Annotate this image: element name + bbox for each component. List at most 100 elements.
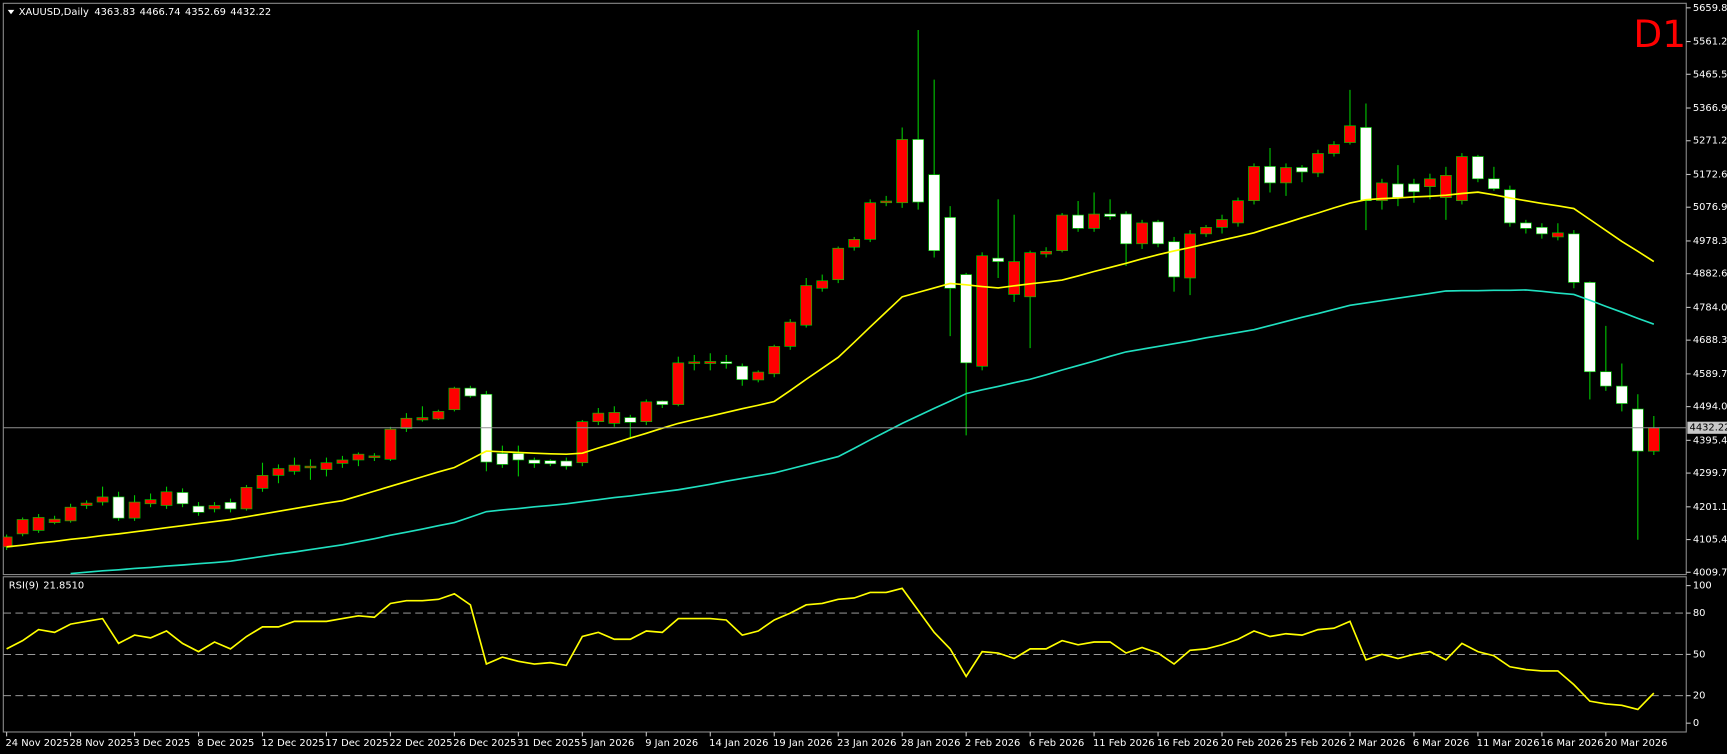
candle-body [208, 505, 221, 510]
candle-body [848, 239, 861, 248]
candle-body [240, 487, 253, 510]
candle-body [784, 321, 797, 347]
pane-marks [3, 29, 1660, 575]
candle-body [448, 387, 461, 411]
candle-body [1472, 156, 1484, 180]
candle-body [1184, 233, 1196, 279]
chart-header: XAUUSD,Daily 4363.83 4466.74 4352.69 4432.22 [19, 7, 272, 18]
candle-body [1520, 222, 1532, 229]
candle-body [160, 491, 173, 506]
candle-body [1376, 182, 1388, 202]
candle-body [1504, 189, 1516, 224]
y-tick-label: 4395.40 [1693, 435, 1727, 446]
candle-body [1120, 213, 1132, 245]
rsi-title: RSI(9) [9, 581, 39, 592]
timeframe: D1 [1633, 12, 1686, 56]
candle-body [352, 453, 365, 461]
candle-body [496, 453, 509, 465]
high: 4466.74 [140, 7, 181, 18]
candle-body [1552, 232, 1564, 238]
candle-body [640, 401, 653, 423]
x-tick-label: 17 Dec 2025 [325, 738, 388, 749]
y-tick-label: 4494.00 [1693, 402, 1727, 413]
candle-body [976, 255, 988, 367]
candle-body [1168, 241, 1180, 278]
y-tick-label: 4009.70 [1693, 567, 1727, 578]
candle-body [1296, 167, 1308, 173]
candle-body [688, 361, 701, 364]
candle-body [1008, 261, 1020, 295]
y-tick-label: 5659.80 [1693, 3, 1727, 14]
candle-body [400, 417, 413, 429]
candle-body [1216, 219, 1228, 228]
x-tick-label: 9 Jan 2026 [645, 738, 698, 749]
rsi-header: RSI(9) 21.8510 [9, 581, 84, 592]
candle-body [1088, 213, 1100, 229]
candle-body [464, 387, 477, 397]
x-tick-label: 8 Dec 2025 [197, 738, 254, 749]
candle-body [960, 274, 972, 364]
candle-body [672, 362, 685, 405]
candle-body [944, 217, 956, 289]
y-tick-label: 5271.20 [1693, 136, 1727, 147]
candle-body [1616, 385, 1628, 404]
low: 4352.69 [185, 7, 226, 18]
candle-body [896, 139, 909, 204]
candle-body [112, 496, 125, 519]
price-pane [2, 2, 1687, 576]
y-tick-label: 4105.40 [1693, 535, 1727, 546]
candle-body [1600, 371, 1612, 387]
candle-body [992, 257, 1004, 262]
candle-body [1392, 183, 1404, 198]
y-tick-label: 0 [1693, 718, 1699, 729]
candle-body [1456, 156, 1468, 202]
candle-body [416, 417, 429, 421]
x-tick-label: 11 Mar 2026 [1477, 738, 1540, 749]
moving-average [6, 191, 1655, 548]
y-tick-label: 20 [1693, 691, 1706, 702]
candle-body [384, 428, 397, 460]
y-tick-label: 4784.00 [1693, 302, 1727, 313]
last-price-label: 4432.22 [1690, 423, 1727, 434]
candle-body [96, 496, 109, 503]
candle-body [320, 462, 333, 470]
y-tick-label: 4882.60 [1693, 269, 1727, 280]
candle-body [304, 465, 317, 469]
candle-body [1488, 178, 1500, 190]
close: 4432.22 [230, 7, 271, 18]
candle-body [192, 505, 205, 513]
candle-body [272, 468, 285, 476]
symbol: XAUUSD,Daily [19, 7, 89, 18]
x-tick-label: 16 Mar 2026 [1541, 738, 1604, 749]
candle-body [256, 475, 269, 489]
x-tick-label: 2 Mar 2026 [1349, 738, 1405, 749]
candle-body [1536, 227, 1548, 235]
y-tick-label: 5366.90 [1693, 103, 1727, 114]
candle-body [1024, 252, 1036, 298]
candle-body [224, 502, 237, 510]
x-tick-label: 12 Dec 2025 [261, 738, 324, 749]
candle-body [528, 459, 541, 464]
x-tick-label: 14 Jan 2026 [709, 738, 768, 749]
candle-body [624, 417, 637, 423]
candle-body [176, 492, 189, 505]
candle-body [432, 411, 445, 420]
x-tick-label: 31 Dec 2025 [517, 738, 580, 749]
candle-body [1136, 222, 1148, 245]
y-tick-label: 100 [1693, 581, 1712, 592]
candle-body [1568, 233, 1580, 283]
x-tick-label: 16 Feb 2026 [1157, 738, 1219, 749]
candle-body [880, 200, 893, 204]
x-tick-label: 19 Jan 2026 [773, 738, 832, 749]
candle-body [1584, 282, 1596, 373]
candle-body [32, 517, 45, 531]
y-tick-label: 4978.30 [1693, 236, 1727, 247]
candle-body [1344, 125, 1356, 143]
moving-average [70, 289, 1655, 575]
candle-body [1424, 178, 1436, 187]
last-price-box [1687, 421, 1727, 434]
y-tick-label: 4589.70 [1693, 369, 1727, 380]
candle-body [576, 421, 589, 464]
